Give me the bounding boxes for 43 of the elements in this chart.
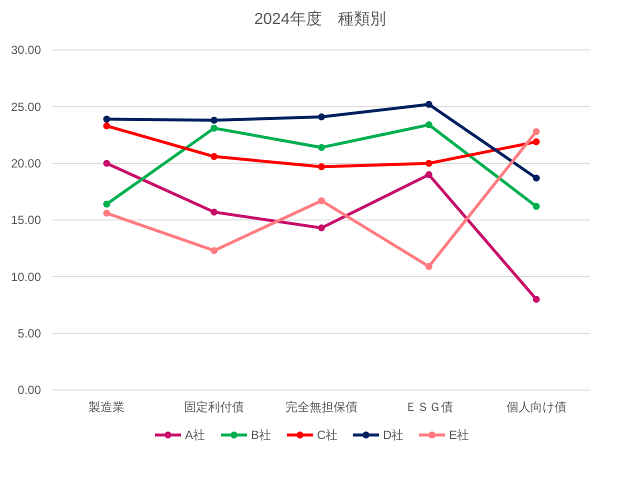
legend-label: A社 [185,428,206,442]
point [318,144,325,151]
point [103,116,110,123]
point [425,160,432,167]
y-tick-label: 10.00 [10,270,42,284]
y-tick-label: 5.00 [18,326,42,341]
point [103,160,110,167]
legend-label: D社 [383,428,404,442]
point [210,208,218,216]
x-tick-label: 固定利付債 [184,400,244,414]
point [425,262,432,270]
x-tick-label: 製造業 [88,400,125,414]
legend-label: C社 [317,428,338,442]
x-tick-label: 完全無担保債 [286,400,358,414]
y-tick-label: 20.00 [10,156,42,171]
y-tick-label: 30.00 [10,43,42,58]
point [210,247,218,254]
point [103,210,110,217]
point [103,122,110,130]
point [210,153,218,160]
point [532,174,540,182]
point [210,116,218,124]
point [318,224,325,232]
y-tick-label: 0.00 [18,383,42,398]
x-tick-label: ＥＳＧ債 [404,400,453,414]
point [532,138,540,146]
legend-label: B社 [251,428,272,442]
point [425,171,432,178]
chart-title: 2024年度 種類別 [254,10,386,28]
point [318,197,325,204]
x-tick-label: 個人向け債 [506,400,566,414]
point [318,113,325,120]
y-tick-label: 15.00 [10,213,42,228]
point [425,121,432,128]
point [103,200,110,208]
point [318,163,325,170]
point [532,202,540,210]
point [210,124,218,132]
point [532,128,540,136]
point [532,296,540,303]
y-tick-label: 25.00 [10,100,42,114]
legend-label: E社 [449,428,470,442]
point [425,100,432,108]
